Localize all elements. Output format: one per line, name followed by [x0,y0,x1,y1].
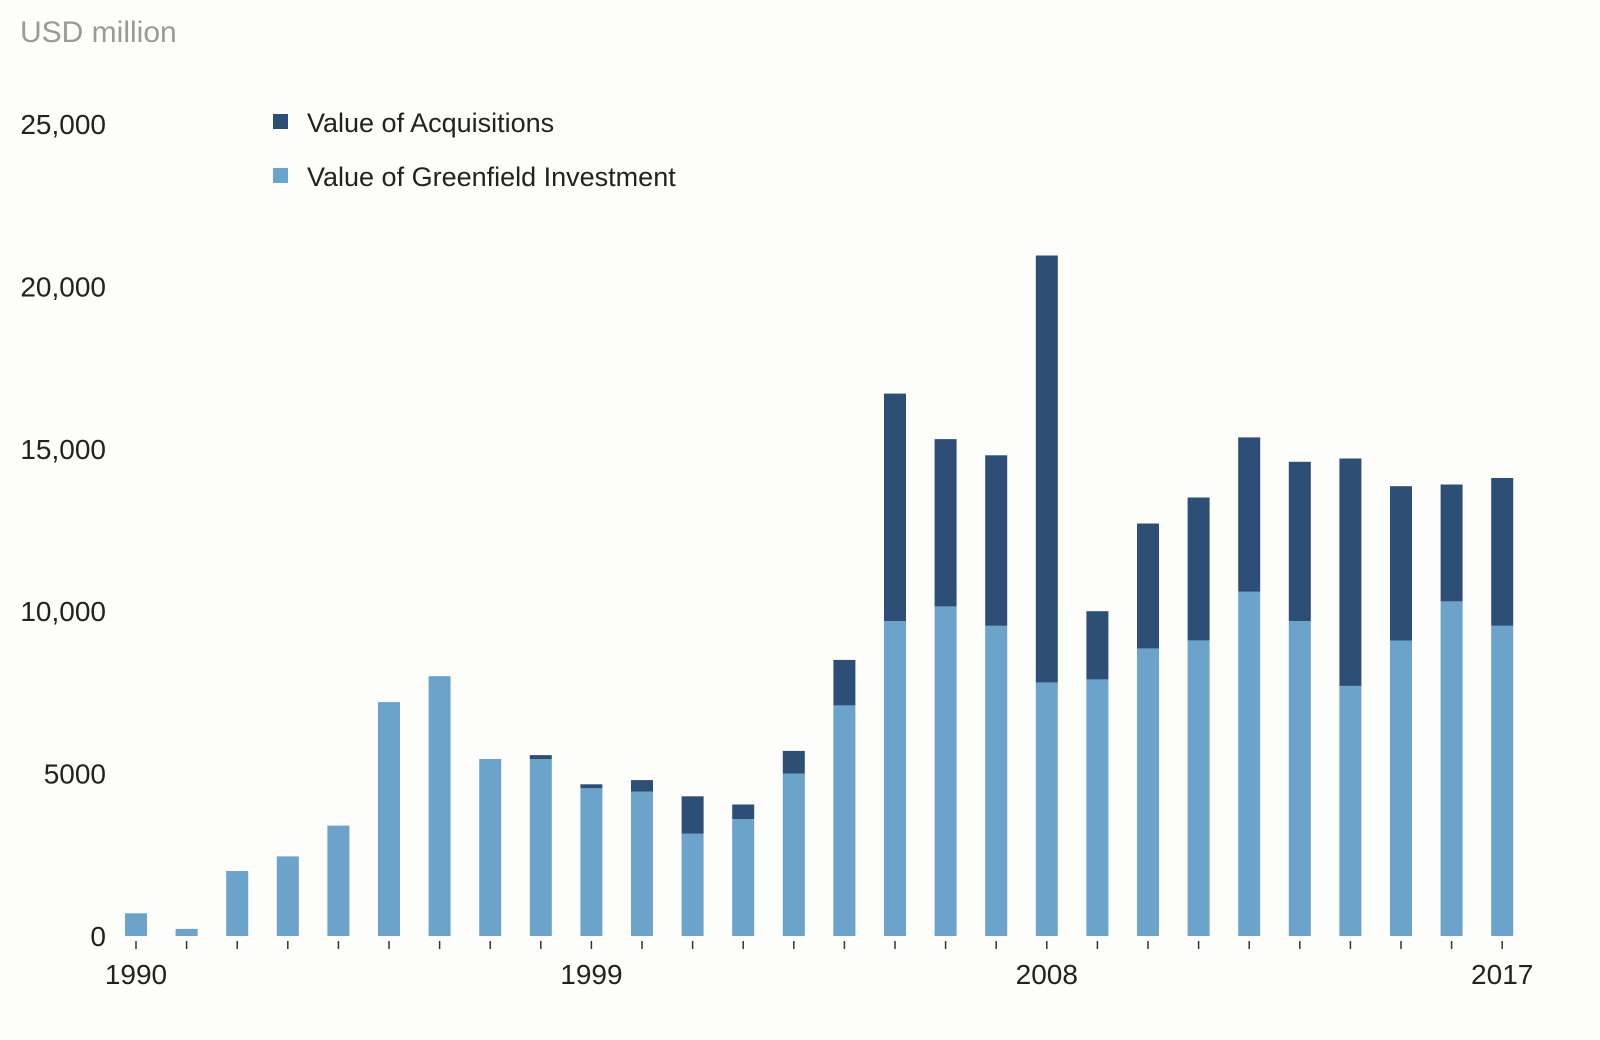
bar-greenfield-1994 [327,825,350,936]
y-tick-label: 25,000 [20,109,106,140]
unit-label: USD million [20,16,177,49]
legend-label-acquisitions: Value of Acquisitions [307,108,554,138]
bar-greenfield-2013 [1288,620,1311,936]
bars [125,255,1514,936]
bar-greenfield-1992 [226,871,249,936]
bar-greenfield-1991 [175,928,198,936]
bar-greenfield-2010 [1137,648,1159,936]
bar-greenfield-2011 [1187,640,1210,936]
bar-acquisitions-2008 [1035,255,1058,683]
bar-acquisitions-2012 [1238,437,1261,592]
bar-acquisitions-2006 [934,439,957,607]
bar-greenfield-2008 [1035,682,1058,936]
y-tick-label: 0 [90,921,106,952]
bar-greenfield-1997 [479,759,502,936]
bar-greenfield-2017 [1491,625,1514,936]
bar-acquisitions-2005 [884,393,906,621]
bar-greenfield-2002 [732,819,755,936]
bar-acquisitions-2004 [833,659,856,706]
bar-acquisitions-2002 [732,804,755,820]
bar-greenfield-2012 [1238,591,1261,936]
bar-acquisitions-2001 [681,796,704,834]
legend: Value of Acquisitions Value of Greenfiel… [273,108,676,192]
legend-swatch-greenfield [273,168,288,183]
bar-greenfield-1999 [580,788,603,936]
bar-greenfield-2004 [833,705,856,936]
x-tick-label: 2008 [1016,959,1078,990]
legend-label-greenfield: Value of Greenfield Investment [307,162,676,192]
y-tick-label: 20,000 [20,271,106,302]
bar-acquisitions-2007 [985,455,1008,626]
bar-greenfield-2009 [1086,679,1109,936]
bar-acquisitions-2003 [782,750,805,774]
bar-greenfield-1993 [276,856,299,936]
bar-greenfield-2006 [934,606,957,936]
bar-acquisitions-2010 [1137,523,1159,649]
bar-greenfield-2015 [1390,640,1412,936]
bar-greenfield-2001 [681,833,704,936]
bar-acquisitions-2015 [1390,486,1412,641]
bar-greenfield-2007 [985,625,1008,936]
bar-greenfield-1998 [529,759,552,936]
bar-acquisitions-2013 [1288,461,1311,621]
x-tick-label: 1990 [105,959,167,990]
bar-acquisitions-2000 [631,780,653,792]
y-tick-label: 10,000 [20,596,106,627]
bar-acquisitions-2017 [1491,478,1514,626]
bar-acquisitions-2014 [1339,458,1362,686]
bar-greenfield-1990 [125,913,147,936]
y-tick-label: 15,000 [20,434,106,465]
bar-acquisitions-2011 [1187,497,1210,641]
bar-greenfield-2000 [631,791,653,936]
x-tick-label: 1999 [560,959,622,990]
legend-swatch-acquisitions [273,114,288,129]
bar-acquisitions-2016 [1440,484,1463,602]
bar-greenfield-2003 [782,773,805,936]
bar-acquisitions-1998 [529,755,552,759]
y-axis: 0 5000 10,000 15,000 20,000 25,000 [20,109,106,952]
bar-greenfield-2005 [884,620,906,936]
x-tick-label: 2017 [1471,959,1533,990]
bar-greenfield-1996 [428,676,451,936]
bar-acquisitions-2009 [1086,611,1109,680]
bar-greenfield-2016 [1440,601,1463,936]
bar-greenfield-2014 [1339,685,1362,936]
y-tick-label: 5000 [44,759,106,790]
bar-greenfield-1995 [378,702,400,936]
x-axis: 1990 1999 2008 2017 [105,941,1533,990]
bar-acquisitions-1999 [580,784,603,789]
